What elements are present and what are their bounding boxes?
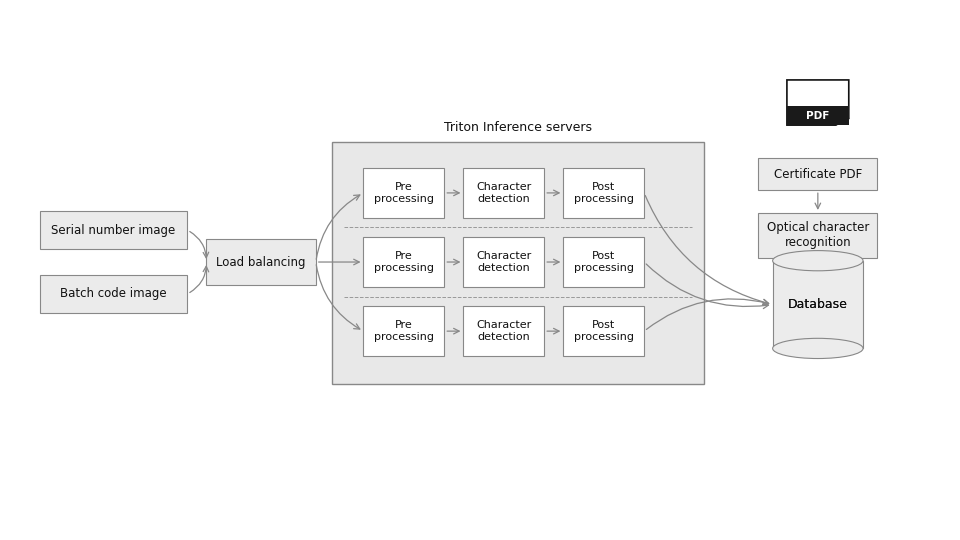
Text: Character
detection: Character detection: [476, 320, 532, 342]
FancyBboxPatch shape: [787, 106, 849, 125]
FancyBboxPatch shape: [758, 158, 877, 190]
Text: Pre
processing: Pre processing: [373, 182, 434, 204]
Text: Character
detection: Character detection: [476, 182, 532, 204]
FancyBboxPatch shape: [364, 306, 444, 356]
Text: Serial number image: Serial number image: [52, 224, 176, 237]
FancyBboxPatch shape: [758, 213, 877, 258]
FancyBboxPatch shape: [364, 167, 444, 218]
FancyBboxPatch shape: [773, 261, 863, 348]
FancyBboxPatch shape: [40, 275, 187, 313]
Polygon shape: [787, 80, 849, 125]
FancyBboxPatch shape: [564, 167, 644, 218]
Text: Post
processing: Post processing: [574, 320, 634, 342]
Text: Batch code image: Batch code image: [60, 287, 167, 300]
FancyBboxPatch shape: [564, 237, 644, 287]
Text: Optical character
recognition: Optical character recognition: [767, 221, 869, 249]
Text: Character
detection: Character detection: [476, 251, 532, 273]
Text: PDF: PDF: [806, 111, 829, 120]
Text: Pre
processing: Pre processing: [373, 320, 434, 342]
Text: Certificate PDF: Certificate PDF: [774, 168, 862, 181]
Ellipse shape: [773, 251, 863, 271]
Text: Database: Database: [788, 298, 848, 311]
Text: Database: Database: [788, 298, 848, 311]
Text: Load balancing: Load balancing: [216, 255, 306, 268]
FancyBboxPatch shape: [464, 237, 544, 287]
Text: Pre
processing: Pre processing: [373, 251, 434, 273]
FancyBboxPatch shape: [464, 167, 544, 218]
FancyBboxPatch shape: [40, 211, 187, 249]
FancyBboxPatch shape: [364, 237, 444, 287]
FancyBboxPatch shape: [564, 306, 644, 356]
Polygon shape: [835, 118, 849, 125]
Text: Post
processing: Post processing: [574, 251, 634, 273]
FancyBboxPatch shape: [464, 306, 544, 356]
FancyBboxPatch shape: [206, 239, 316, 285]
Ellipse shape: [773, 339, 863, 359]
FancyBboxPatch shape: [332, 143, 704, 384]
Text: Post
processing: Post processing: [574, 182, 634, 204]
Text: Triton Inference servers: Triton Inference servers: [444, 122, 592, 134]
